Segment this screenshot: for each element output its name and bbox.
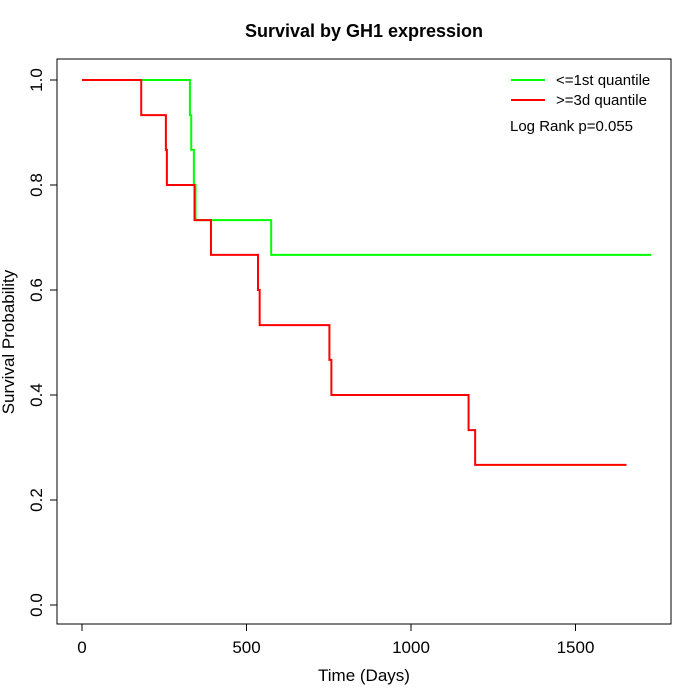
series-line-2 — [82, 79, 627, 466]
y-tick-label: 0.0 — [27, 593, 46, 617]
x-tick-label: 1500 — [557, 638, 595, 657]
series-line-1 — [82, 79, 652, 256]
y-tick-label: 0.6 — [27, 278, 46, 302]
series-layer — [82, 79, 652, 466]
x-tick-label: 500 — [232, 638, 260, 657]
log-rank-annotation: Log Rank p=0.055 — [510, 118, 633, 135]
x-tick-label: 0 — [77, 638, 86, 657]
legend-label: <=1st quantile — [556, 72, 650, 89]
legend: <=1st quantile >=3d quantile — [511, 72, 650, 109]
legend-label: >=3d quantile — [556, 92, 647, 109]
plot-frame — [56, 58, 672, 625]
y-tick-label: 0.8 — [27, 173, 46, 197]
y-tick-label: 0.2 — [27, 488, 46, 512]
chart-title: Survival by GH1 expression — [245, 21, 483, 41]
x-axis: 0 500 1000 1500 — [77, 623, 595, 657]
y-tick-label: 1.0 — [27, 68, 46, 92]
y-axis: 0.0 0.2 0.4 0.6 0.8 1.0 — [27, 68, 58, 617]
x-axis-label: Time (Days) — [318, 666, 410, 685]
y-tick-label: 0.4 — [27, 383, 46, 407]
y-axis-label: Survival Probability — [0, 269, 18, 414]
x-tick-label: 1000 — [392, 638, 430, 657]
